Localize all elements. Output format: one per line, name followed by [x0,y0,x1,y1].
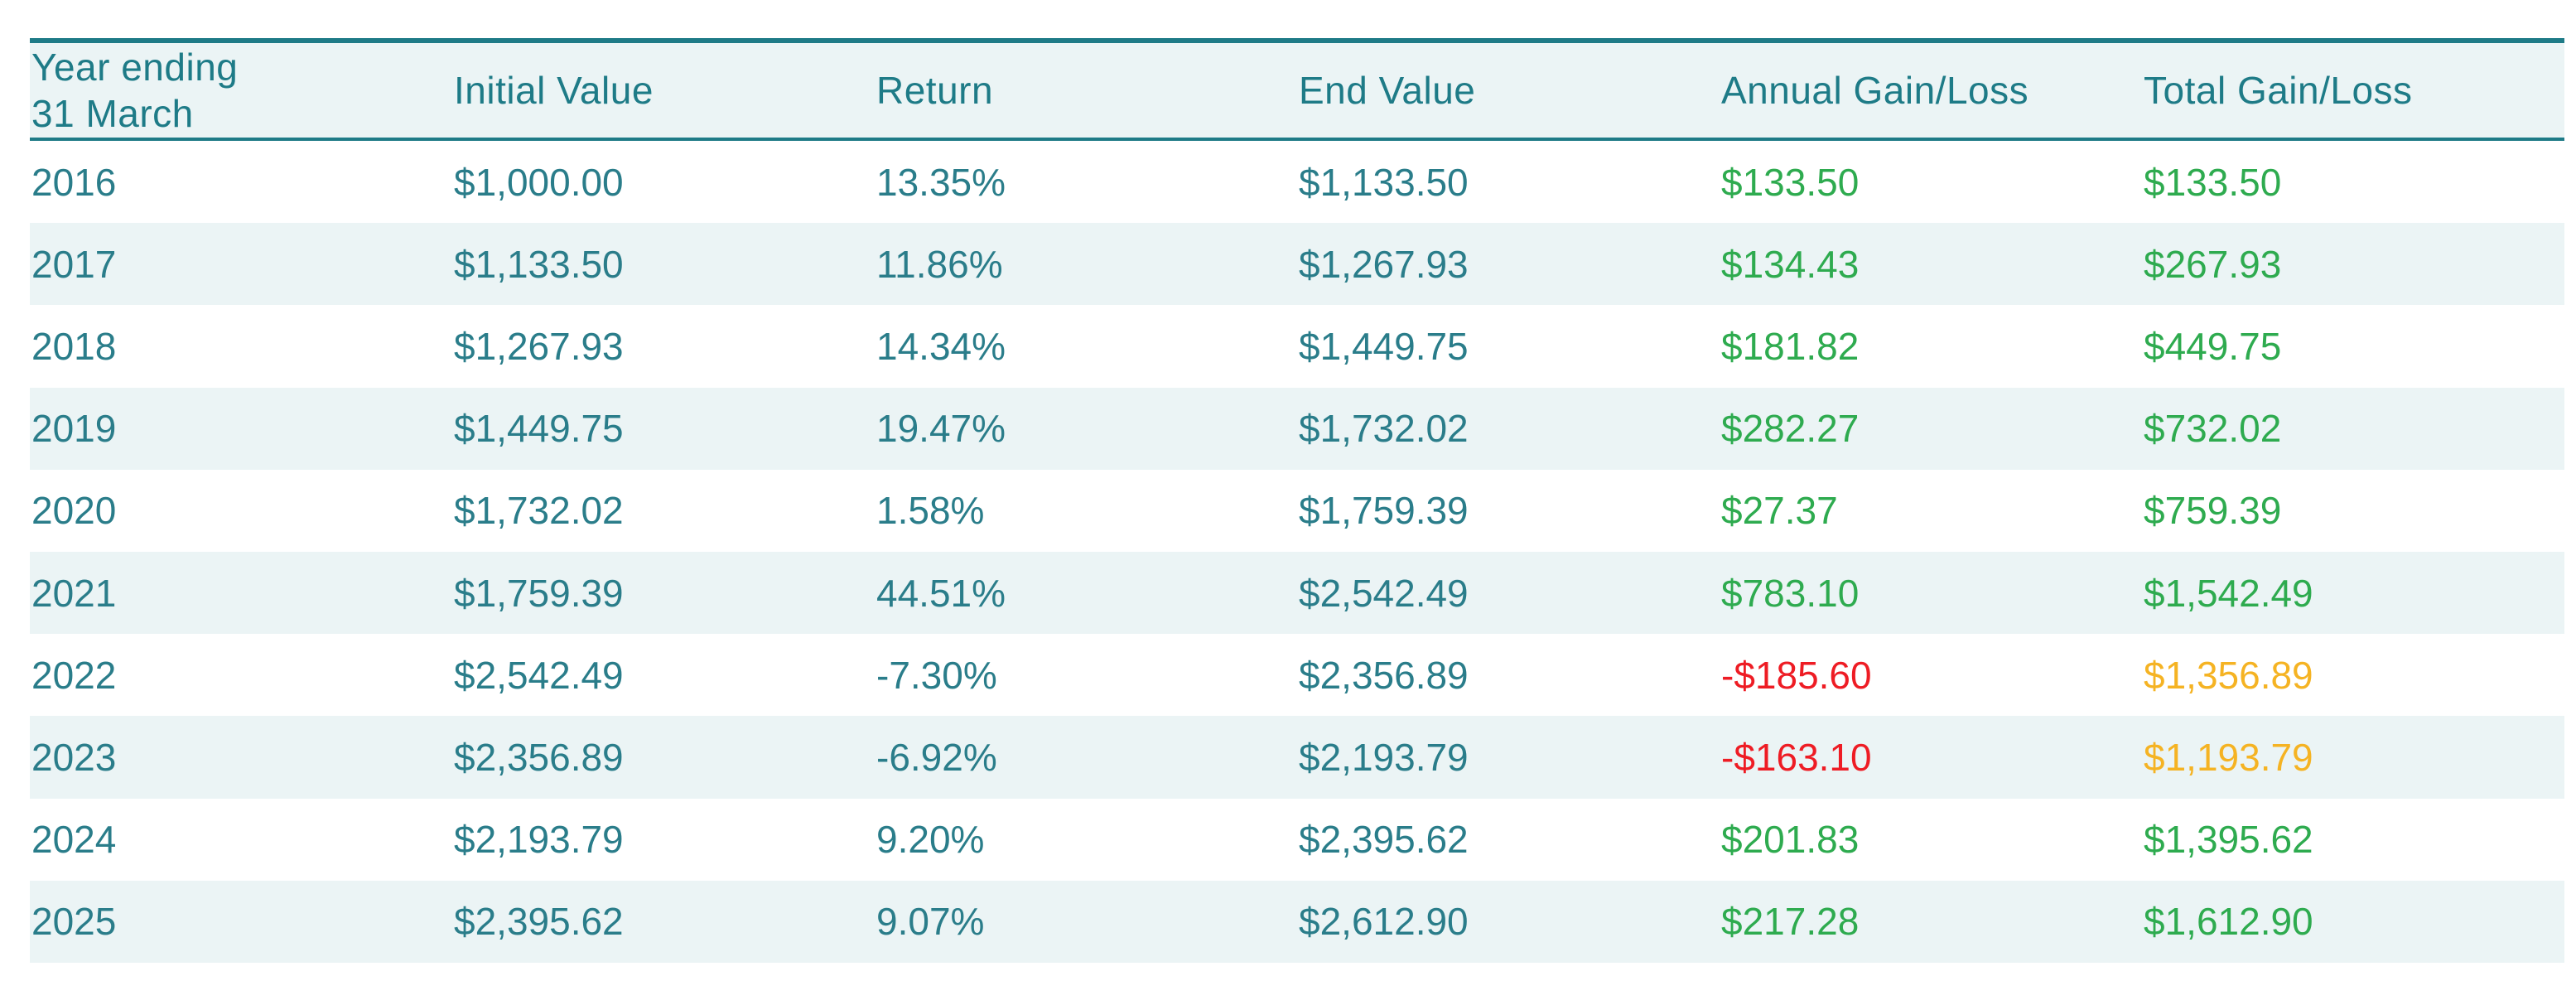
cell-year: 2017 [31,242,117,286]
cell-total-gain-loss: $1,193.79 [2144,735,2313,779]
cell-return: 1.58% [876,489,985,533]
cell-total-gain-loss: $1,356.89 [2144,653,2313,697]
cell-end-value: $2,193.79 [1299,735,1469,779]
cell-total-gain-loss: $267.93 [2144,242,2282,286]
cell-end-value: $1,267.93 [1299,242,1469,286]
cell-year: 2021 [31,571,117,615]
header-year: Year ending 31 March [30,44,452,137]
table-row: 2023 $2,356.89 -6.92% $2,193.79 -$163.10 $1,1… [30,716,2564,799]
cell-end-value: $2,542.49 [1299,571,1469,615]
header-initial-value: Initial Value [454,69,654,112]
cell-return: 14.34% [876,324,1006,368]
header-year-line-1: Year ending [31,46,239,89]
header-total-gain-loss: Total Gain/Loss [2144,69,2413,112]
cell-return: 19.47% [876,407,1006,451]
cell-initial-value: $2,542.49 [454,653,624,697]
cell-annual-gain-loss: $134.43 [1721,242,1860,286]
cell-end-value: $2,395.62 [1299,818,1469,862]
cell-year: 2024 [31,818,117,862]
cell-end-value: $1,133.50 [1299,160,1469,204]
cell-return: 13.35% [876,160,1006,204]
header-return: Return [876,69,994,112]
cell-initial-value: $1,267.93 [454,324,624,368]
cell-initial-value: $2,395.62 [454,900,624,944]
cell-return: 9.20% [876,818,985,862]
cell-return: -6.92% [876,735,997,779]
table-row: 2018 $1,267.93 14.34% $1,449.75 $181.82 $449.… [30,305,2564,387]
table-row: 2019 $1,449.75 19.47% $1,732.02 $282.27 $732.… [30,387,2564,470]
cell-year: 2025 [31,900,117,944]
cell-return: -7.30% [876,653,997,697]
cell-year: 2018 [31,324,117,368]
cell-end-value: $1,449.75 [1299,324,1469,368]
cell-year: 2016 [31,160,117,204]
table-row: 2025 $2,395.62 9.07% $2,612.90 $217.28 $1,612… [30,880,2564,963]
cell-initial-value: $1,759.39 [454,571,624,615]
cell-total-gain-loss: $732.02 [2144,407,2282,451]
cell-initial-value: $1,449.75 [454,407,624,451]
cell-total-gain-loss: $759.39 [2144,489,2282,533]
cell-initial-value: $2,193.79 [454,818,624,862]
cell-year: 2020 [31,489,117,533]
header-year-line-2: 31 March [31,92,194,135]
cell-initial-value: $2,356.89 [454,735,624,779]
cell-end-value: $2,356.89 [1299,653,1469,697]
header-end-value: End Value [1299,69,1476,112]
table-row: 2020 $1,732.02 1.58% $1,759.39 $27.37 $759.39 [30,470,2564,552]
cell-total-gain-loss: $1,542.49 [2144,571,2313,615]
cell-end-value: $2,612.90 [1299,900,1469,944]
table-row: 2021 $1,759.39 44.51% $2,542.49 $783.10 $1,54… [30,551,2564,635]
cell-year: 2019 [31,407,117,451]
table-body: 2016 $1,000.00 13.35% $1,133.50 $133.50 $133.… [30,141,2564,963]
table-row: 2024 $2,193.79 9.20% $2,395.62 $201.83 $1,395… [30,799,2564,881]
cell-total-gain-loss: $449.75 [2144,324,2282,368]
cell-annual-gain-loss: $181.82 [1721,324,1860,368]
cell-initial-value: $1,732.02 [454,489,624,533]
cell-annual-gain-loss: $27.37 [1721,489,1838,533]
cell-year: 2022 [31,653,117,697]
table-header-row: Year ending 31 March Initial Value Retur… [30,43,2564,141]
cell-annual-gain-loss: -$185.60 [1721,653,1872,697]
cell-total-gain-loss: $1,612.90 [2144,900,2313,944]
cell-end-value: $1,732.02 [1299,407,1469,451]
investment-table: Year ending 31 March Initial Value Retur… [30,38,2564,963]
cell-annual-gain-loss: $282.27 [1721,407,1860,451]
cell-end-value: $1,759.39 [1299,489,1469,533]
table-row: 2017 $1,133.50 11.86% $1,267.93 $134.43 $267.… [30,223,2564,306]
cell-return: 9.07% [876,900,985,944]
cell-return: 11.86% [876,242,1003,286]
cell-year: 2023 [31,735,117,779]
cell-annual-gain-loss: $783.10 [1721,571,1860,615]
cell-annual-gain-loss: -$163.10 [1721,735,1872,779]
cell-annual-gain-loss: $217.28 [1721,900,1860,944]
cell-annual-gain-loss: $201.83 [1721,818,1860,862]
cell-initial-value: $1,000.00 [454,160,624,204]
table-row: 2022 $2,542.49 -7.30% $2,356.89 -$185.60 $1,3… [30,634,2564,716]
cell-initial-value: $1,133.50 [454,242,624,286]
table-row: 2016 $1,000.00 13.35% $1,133.50 $133.50 $133.… [30,141,2564,223]
cell-total-gain-loss: $133.50 [2144,160,2282,204]
cell-total-gain-loss: $1,395.62 [2144,818,2313,862]
header-annual-gain-loss: Annual Gain/Loss [1721,69,2029,112]
cell-return: 44.51% [876,571,1006,615]
cell-annual-gain-loss: $133.50 [1721,160,1860,204]
